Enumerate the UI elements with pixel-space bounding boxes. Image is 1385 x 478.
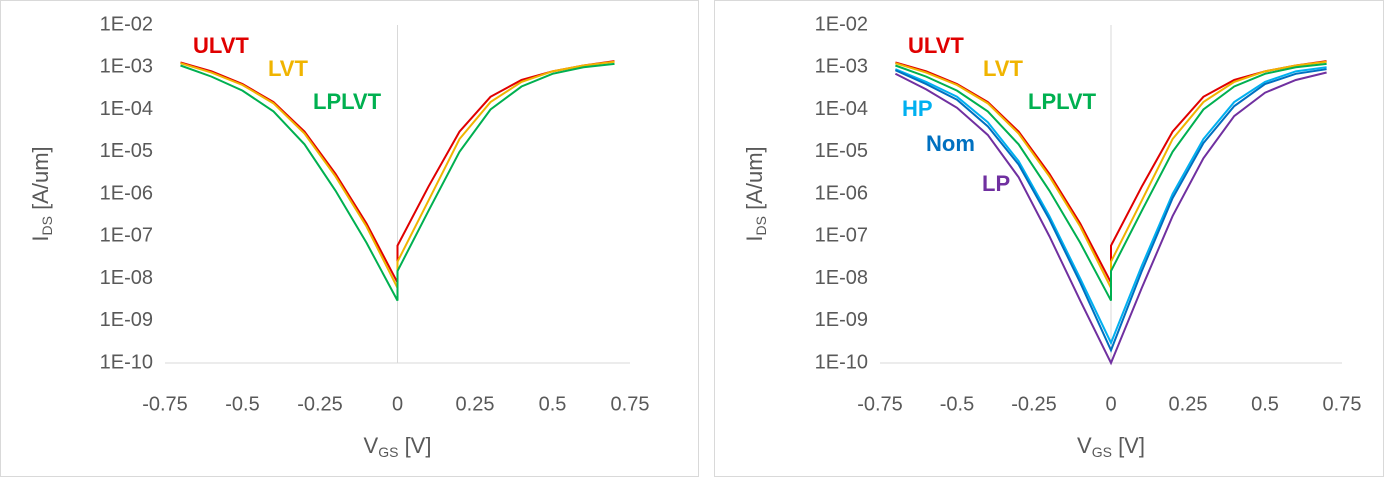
y-axis-title: IDS [A/um] — [742, 146, 769, 241]
y-axis-title-sub: DS — [39, 216, 55, 235]
x-tick-label: 0.75 — [611, 393, 650, 415]
y-tick-label: 1E-10 — [100, 351, 153, 373]
series-label: Nom — [926, 131, 975, 156]
x-tick-label: 0 — [1105, 393, 1116, 415]
x-axis-title: VGS [V] — [364, 433, 432, 460]
y-tick-label: 1E-09 — [815, 309, 868, 331]
y-axis-title-rest: [A/um] — [742, 146, 767, 216]
y-tick-label: 1E-05 — [815, 140, 868, 162]
y-tick-label: 1E-04 — [100, 98, 153, 120]
x-tick-label: -0.5 — [225, 393, 259, 415]
x-tick-label: 0 — [392, 393, 403, 415]
y-tick-label: 1E-02 — [100, 13, 153, 35]
series-label: ULVT — [908, 33, 964, 58]
y-tick-label: 1E-06 — [815, 182, 868, 204]
x-axis-title-rest: [V] — [1112, 433, 1145, 458]
x-axis-title-main: V — [364, 433, 379, 458]
series-label: LVT — [268, 56, 308, 81]
y-tick-label: 1E-04 — [815, 98, 868, 120]
x-axis-title-sub: GS — [378, 444, 398, 460]
x-tick-label: 0.25 — [1169, 393, 1208, 415]
y-axis-title: IDS [A/um] — [28, 146, 55, 241]
y-axis-title-rest: [A/um] — [28, 146, 53, 216]
x-tick-label: 0.25 — [456, 393, 495, 415]
series-line — [180, 62, 615, 302]
x-tick-label: -0.75 — [142, 393, 188, 415]
series-label: LVT — [983, 56, 1023, 81]
y-tick-label: 1E-09 — [100, 309, 153, 331]
series-label: LP — [982, 171, 1010, 196]
y-axis-title-main: I — [742, 236, 767, 242]
x-tick-label: -0.25 — [1011, 393, 1057, 415]
x-axis-title-rest: [V] — [398, 433, 431, 458]
series-label: LPLVT — [1028, 89, 1097, 114]
x-tick-label: 0.5 — [539, 393, 567, 415]
y-tick-label: 1E-02 — [815, 13, 868, 35]
y-tick-label: 1E-06 — [100, 182, 153, 204]
y-tick-label: 1E-08 — [815, 267, 868, 289]
series-label: LPLVT — [313, 89, 382, 114]
panel — [0, 0, 699, 477]
series-label: HP — [902, 96, 933, 121]
x-tick-label: -0.5 — [940, 393, 974, 415]
x-tick-label: -0.25 — [297, 393, 343, 415]
series-line — [894, 68, 1327, 353]
y-tick-label: 1E-08 — [100, 267, 153, 289]
series-line — [895, 66, 1327, 346]
y-axis-title-sub: DS — [753, 216, 769, 235]
x-axis-title-sub: GS — [1092, 444, 1112, 460]
y-tick-label: 1E-07 — [100, 225, 153, 247]
x-tick-label: 0.5 — [1251, 393, 1279, 415]
x-axis-title-main: V — [1077, 433, 1092, 458]
y-tick-label: 1E-03 — [100, 56, 153, 78]
series-label: ULVT — [193, 33, 249, 58]
x-axis-title: VGS [V] — [1077, 433, 1145, 460]
series-line — [894, 71, 1327, 366]
y-tick-label: 1E-03 — [815, 56, 868, 78]
x-tick-label: 0.75 — [1323, 393, 1362, 415]
x-tick-label: -0.75 — [857, 393, 903, 415]
y-tick-label: 1E-05 — [100, 140, 153, 162]
y-tick-label: 1E-10 — [815, 351, 868, 373]
y-tick-label: 1E-07 — [815, 225, 868, 247]
series-line — [895, 62, 1327, 302]
y-axis-title-main: I — [28, 236, 53, 242]
